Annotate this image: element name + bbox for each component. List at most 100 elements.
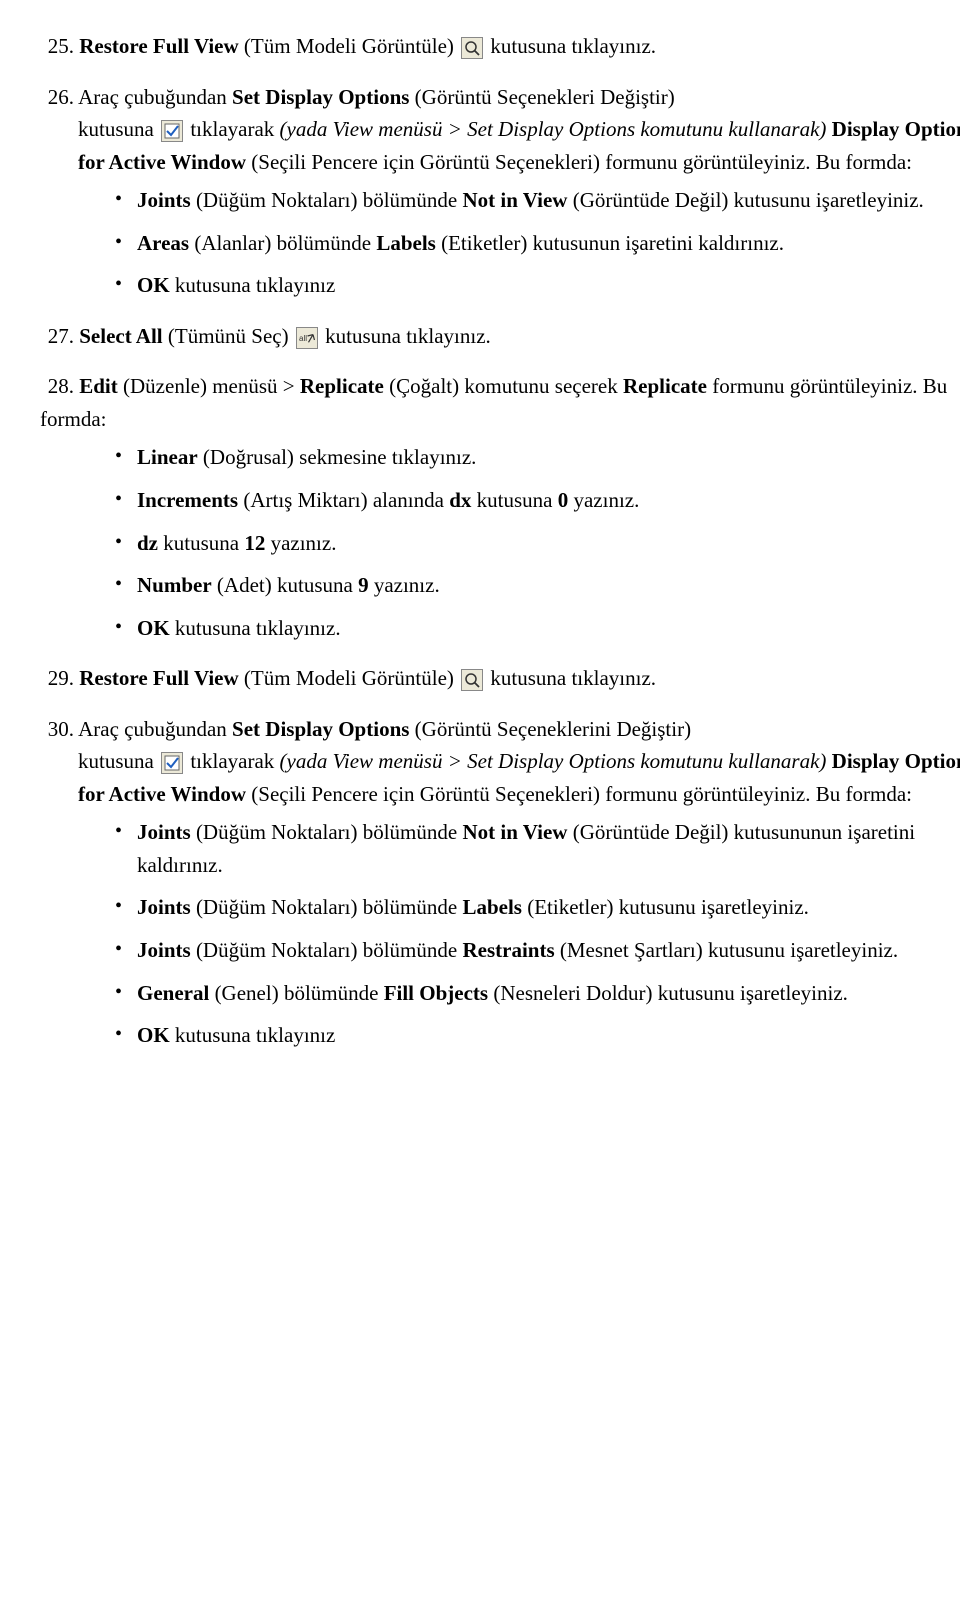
step-number: 26. [40, 81, 74, 114]
document-body: 25. Restore Full View (Tüm Modeli Görünt… [40, 30, 960, 1052]
text: yazınız. [369, 573, 440, 597]
italic-text: (yada View menüsü > Set Display Options … [280, 117, 827, 141]
bold-text: Not in View [462, 820, 567, 844]
text: tıklayarak [185, 749, 279, 773]
numbered-step: 29. Restore Full View (Tüm Modeli Görünt… [40, 662, 960, 695]
bold-text: 12 [244, 531, 265, 555]
text: kutusuna tıklayınız. [320, 324, 491, 348]
bold-text: 0 [558, 488, 569, 512]
bold-text: Not in View [462, 188, 567, 212]
text: (Alanlar) bölümünde [189, 231, 376, 255]
step-line: 30. Araç çubuğundan Set Display Options … [40, 713, 960, 746]
bold-text: Set Display Options [232, 717, 409, 741]
svg-text:all: all [299, 334, 307, 343]
text: (Düğüm Noktaları) bölümünde [191, 188, 463, 212]
bold-text: Restore Full View [79, 666, 238, 690]
text: (Düğüm Noktaları) bölümünde [191, 895, 463, 919]
text: kutusuna tıklayınız. [485, 666, 656, 690]
list-item: Areas (Alanlar) bölümünde Labels (Etiket… [115, 227, 960, 260]
text: (Mesnet Şartları) kutusunu işaretleyiniz… [555, 938, 899, 962]
bold-text: Labels [462, 895, 522, 919]
bold-text: Joints [137, 938, 191, 962]
step-number: 29. [40, 662, 74, 695]
text: (Düğüm Noktaları) bölümünde [191, 938, 463, 962]
bullet-list: Joints (Düğüm Noktaları) bölümünde Not i… [115, 184, 960, 302]
bold-text: Replicate [300, 374, 384, 398]
bold-text: Fill Objects [384, 981, 488, 1005]
italic-text: (yada View menüsü > Set Display Options … [280, 749, 827, 773]
list-item: Number (Adet) kutusuna 9 yazınız. [115, 569, 960, 602]
step-number: 25. [40, 30, 74, 63]
list-item: OK kutusuna tıklayınız [115, 269, 960, 302]
bold-text: dz [137, 531, 158, 555]
text: (Tümünü Seç) [163, 324, 294, 348]
text: (Tüm Modeli Görüntüle) [239, 34, 459, 58]
text: (Düğüm Noktaları) bölümünde [191, 820, 463, 844]
text: (Nesneleri Doldur) kutusunu işaretleyini… [488, 981, 848, 1005]
text: (Görüntüde Değil) kutusunu işaretleyiniz… [567, 188, 923, 212]
checkbox-icon [161, 752, 183, 774]
text: (Görüntü Seçenekleri Değiştir) [409, 85, 674, 109]
magnify-icon [461, 669, 483, 691]
bold-text: Increments [137, 488, 238, 512]
step-number: 28. [40, 370, 74, 403]
text: (Adet) kutusuna [212, 573, 358, 597]
bold-text: Set Display Options [232, 85, 409, 109]
list-item: Joints (Düğüm Noktaları) bölümünde Restr… [115, 934, 960, 967]
step-number: 27. [40, 320, 74, 353]
text: (Seçili Pencere için Görüntü Seçenekleri… [246, 782, 912, 806]
text: yazınız. [568, 488, 639, 512]
bold-text: General [137, 981, 209, 1005]
list-item: Increments (Artış Miktarı) alanında dx k… [115, 484, 960, 517]
text: kutusuna [78, 749, 159, 773]
bold-text: Areas [137, 231, 189, 255]
step-continuation: kutusuna tıklayarak (yada View menüsü > … [78, 113, 960, 178]
bold-text: Joints [137, 188, 191, 212]
bold-text: 9 [358, 573, 369, 597]
bold-text: Edit [79, 374, 118, 398]
step-continuation: kutusuna tıklayarak (yada View menüsü > … [78, 745, 960, 810]
numbered-step: 25. Restore Full View (Tüm Modeli Görünt… [40, 30, 960, 63]
numbered-step: 26. Araç çubuğundan Set Display Options … [40, 81, 960, 302]
list-item: Joints (Düğüm Noktaları) bölümünde Label… [115, 891, 960, 924]
text: kutusuna tıklayınız [170, 273, 336, 297]
text: (Çoğalt) komutunu seçerek [384, 374, 623, 398]
bold-text: dx [449, 488, 471, 512]
text: (Düzenle) menüsü > [118, 374, 300, 398]
list-item: General (Genel) bölümünde Fill Objects (… [115, 977, 960, 1010]
list-item: dz kutusuna 12 yazınız. [115, 527, 960, 560]
list-item: Joints (Düğüm Noktaları) bölümünde Not i… [115, 816, 960, 881]
numbered-step: 27. Select All (Tümünü Seç) all kutusuna… [40, 320, 960, 353]
bold-text: Restraints [462, 938, 554, 962]
text: kutusuna tıklayınız. [170, 616, 341, 640]
text: Araç çubuğundan [78, 717, 232, 741]
bold-text: Replicate [623, 374, 707, 398]
bold-text: Select All [79, 324, 162, 348]
text: yazınız. [265, 531, 336, 555]
bold-text: OK [137, 273, 170, 297]
magnify-icon [461, 37, 483, 59]
list-item: Linear (Doğrusal) sekmesine tıklayınız. [115, 441, 960, 474]
text: (Görüntü Seçeneklerini Değiştir) [409, 717, 691, 741]
bold-text: OK [137, 616, 170, 640]
text: kutusuna tıklayınız. [485, 34, 656, 58]
checkbox-icon [161, 120, 183, 142]
step-line: 26. Araç çubuğundan Set Display Options … [40, 81, 960, 114]
text: (Genel) bölümünde [209, 981, 383, 1005]
bold-text: Joints [137, 895, 191, 919]
text: (Etiketler) kutusunun işaretini kaldırın… [436, 231, 784, 255]
text: kutusuna [78, 117, 159, 141]
bold-text: Linear [137, 445, 198, 469]
text: kutusuna [158, 531, 244, 555]
bold-text: Joints [137, 820, 191, 844]
bold-text: Labels [376, 231, 436, 255]
text: (Etiketler) kutusunu işaretleyiniz. [522, 895, 809, 919]
bold-text: OK [137, 1023, 170, 1047]
step-number: 30. [40, 713, 74, 746]
text: (Artış Miktarı) alanında [238, 488, 449, 512]
text: (Tüm Modeli Görüntüle) [239, 666, 459, 690]
text: tıklayarak [185, 117, 279, 141]
list-item: OK kutusuna tıklayınız [115, 1019, 960, 1052]
bold-text: Restore Full View [79, 34, 238, 58]
list-item: OK kutusuna tıklayınız. [115, 612, 960, 645]
